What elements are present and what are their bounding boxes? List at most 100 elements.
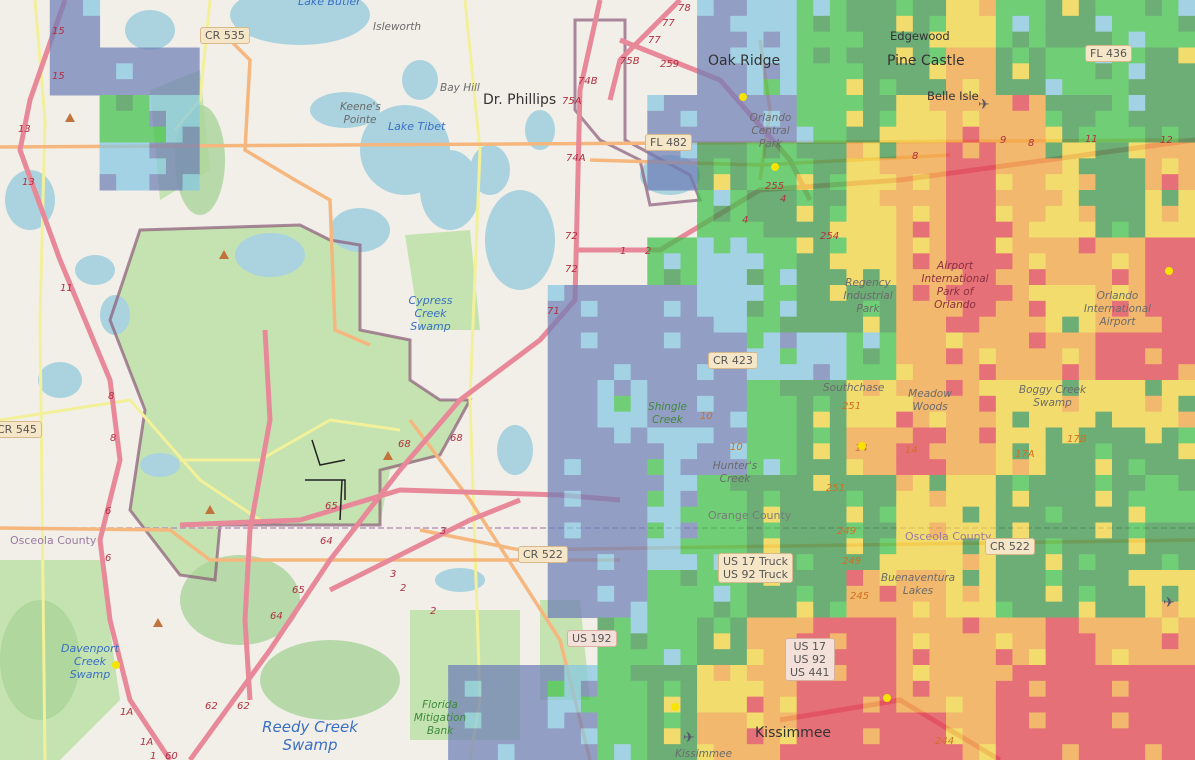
radar-cell <box>1062 712 1080 729</box>
radar-cell <box>730 237 748 254</box>
radar-cell <box>165 110 184 128</box>
radar-cell <box>979 316 997 333</box>
radar-cell <box>829 221 847 238</box>
poi-dot-icon[interactable] <box>858 442 866 450</box>
poi-dot-icon[interactable] <box>739 93 747 101</box>
radar-cell <box>647 680 665 698</box>
radar-cell <box>730 538 748 555</box>
radar-cell <box>66 79 84 96</box>
radar-cell <box>82 47 101 64</box>
radar-cell <box>663 285 681 302</box>
radar-cell <box>763 237 781 254</box>
radar-cell <box>663 300 681 318</box>
radar-cell <box>1078 649 1096 666</box>
radar-cell <box>979 570 997 587</box>
poi-dot-icon[interactable] <box>671 703 679 711</box>
radar-cell <box>1128 570 1146 587</box>
poi-dot-icon[interactable] <box>771 163 779 171</box>
radar-cell <box>1178 459 1195 476</box>
radar-cell <box>647 538 665 555</box>
poi-dot-icon[interactable] <box>1165 267 1173 275</box>
exit-number: 11 <box>60 283 73 294</box>
radar-cell <box>995 459 1013 476</box>
radar-cell <box>647 554 665 571</box>
radar-cell <box>49 31 67 48</box>
radar-cell <box>995 411 1013 428</box>
radar-cell <box>929 174 947 191</box>
radar-cell <box>663 506 681 523</box>
radar-cell <box>1178 633 1195 650</box>
place-label: Pine Castle <box>887 53 965 69</box>
radar-cell <box>165 158 184 175</box>
radar-cell <box>1012 253 1030 270</box>
radar-cell <box>796 126 814 143</box>
radar-cell <box>879 585 897 603</box>
radar-cell <box>746 490 764 508</box>
radar-cell <box>912 570 930 587</box>
radar-cell <box>929 506 947 523</box>
radar-cell <box>1112 221 1130 238</box>
radar-cell <box>1012 364 1030 381</box>
radar-cell <box>1161 237 1179 254</box>
radar-cell <box>879 744 897 760</box>
radar-cell <box>1112 443 1130 460</box>
radar-cell <box>1161 554 1179 571</box>
radar-cell <box>580 427 598 444</box>
radar-cell <box>1078 744 1096 760</box>
radar-cell <box>564 380 582 397</box>
radar-cell <box>746 506 764 523</box>
radar-cell <box>1029 31 1047 48</box>
radar-cell <box>1062 665 1080 682</box>
radar-cell <box>497 728 516 745</box>
radar-cell <box>713 459 731 476</box>
radar-cell <box>929 47 947 64</box>
radar-cell <box>149 174 167 191</box>
radar-cell <box>697 205 715 223</box>
radar-cell <box>547 585 565 603</box>
radar-cell <box>630 411 648 428</box>
radar-cell <box>780 348 798 365</box>
radar-cell <box>829 490 847 508</box>
radar-cell <box>597 459 615 476</box>
radar-cell <box>746 538 764 555</box>
radar-cell <box>713 585 731 603</box>
exit-number: 255 <box>765 181 785 192</box>
road-shield: CR 522 <box>518 546 568 563</box>
radar-cell <box>1029 174 1047 191</box>
radar-cell <box>1095 411 1113 428</box>
radar-cell <box>1045 253 1063 270</box>
radar-cell <box>813 110 831 128</box>
exit-number: 15 <box>52 26 65 37</box>
radar-cell <box>763 712 781 729</box>
radar-cell <box>1161 79 1179 96</box>
radar-cell <box>564 538 582 555</box>
radar-cell <box>1095 79 1113 96</box>
radar-cell <box>763 300 781 318</box>
radar-cell <box>1161 316 1179 333</box>
radar-cell <box>896 205 914 223</box>
radar-cell <box>1012 0 1030 17</box>
radar-cell <box>813 506 831 523</box>
radar-cell <box>697 506 715 523</box>
radar-cell <box>82 63 101 80</box>
radar-cell <box>99 110 117 128</box>
radar-cell <box>912 0 930 17</box>
radar-cell <box>763 585 781 603</box>
radar-cell <box>863 443 881 460</box>
radar-cell <box>580 665 598 682</box>
radar-cell <box>746 427 764 444</box>
radar-cell <box>879 617 897 634</box>
poi-dot-icon[interactable] <box>883 694 891 702</box>
radar-cell <box>1161 427 1179 444</box>
poi-dot-icon[interactable] <box>112 661 120 669</box>
radar-cell <box>597 680 615 698</box>
radar-cell <box>99 142 117 159</box>
radar-cell <box>182 79 200 96</box>
radar-cell <box>979 126 997 143</box>
radar-cell <box>1095 63 1113 80</box>
radar-cell <box>564 585 582 603</box>
radar-cell <box>863 253 881 270</box>
road-shield-line: US 92 Truck <box>723 568 789 581</box>
radar-cell <box>796 142 814 159</box>
